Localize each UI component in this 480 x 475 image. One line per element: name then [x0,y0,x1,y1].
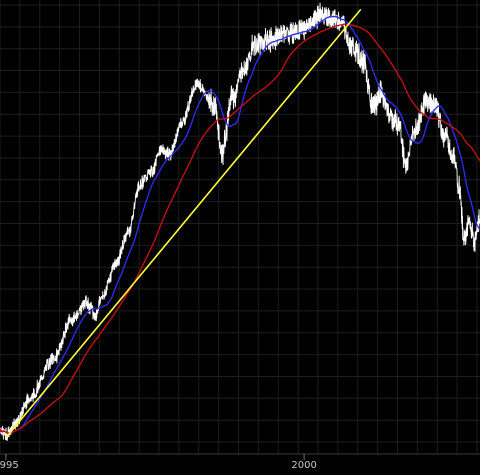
series-layer [0,2,480,441]
x-tick-label: 1995 [0,460,19,471]
long-moving-average-line [0,23,480,434]
price-line [0,2,480,441]
grid-lines [0,0,480,454]
x-tick-label: 2000 [291,460,316,471]
x-axis: 1995 2000 [0,453,480,471]
trendline [5,8,362,439]
short-moving-average-line [0,15,480,434]
